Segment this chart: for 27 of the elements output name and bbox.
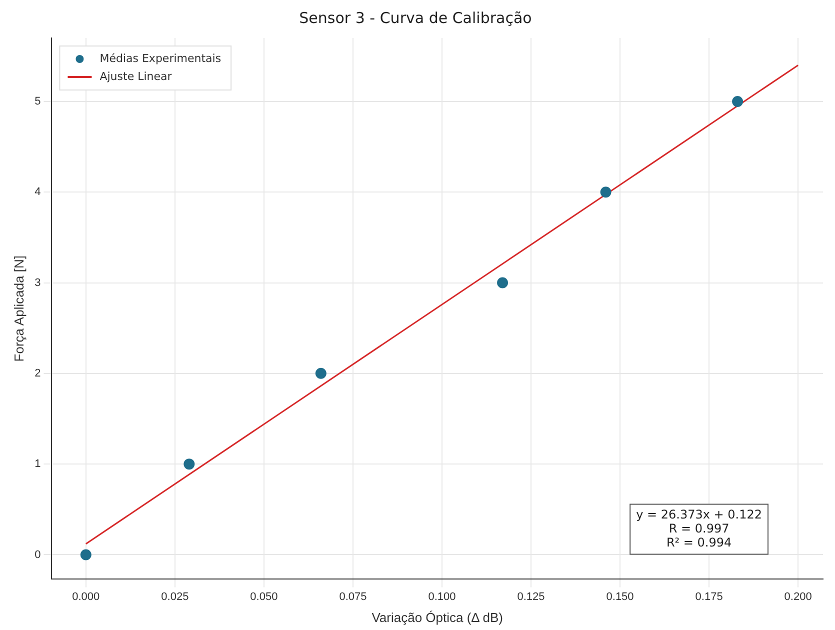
annotation: y = 26.373x + 0.122 R = 0.997 R² = 0.994 [636,507,762,550]
y-tick-label: 2 [34,367,41,380]
chart-title: Sensor 3 - Curva de Calibração [299,8,532,27]
legend-label: Médias Experimentais [100,52,222,65]
y-tick-label: 1 [34,458,41,470]
y-tick-label: 5 [34,95,41,108]
y-tick-label: 0 [34,548,41,561]
x-tick-label: 0.025 [161,590,189,603]
point [184,458,195,470]
y-tick-label: 3 [34,276,41,289]
y-tick-label: 4 [34,186,41,198]
x-tick-label: 0.050 [250,590,278,603]
x-tick-label: 0.000 [72,590,100,603]
point [315,368,326,379]
x-tick-label: 0.200 [784,590,812,603]
x-tick-label: 0.075 [339,590,367,603]
legend-label: Ajuste Linear [100,70,172,83]
x-tick-label: 0.100 [428,590,456,603]
x-axis-title: Variação Óptica (Δ dB) [372,610,503,625]
point [80,549,92,560]
x-tick-label: 0.125 [517,590,545,603]
point [600,186,612,198]
x-tick-label: 0.175 [695,590,723,603]
point [497,277,508,288]
x-tick-label: 0.150 [606,590,634,603]
point [732,96,744,107]
y-axis-title: Força Aplicada [N] [11,255,26,362]
